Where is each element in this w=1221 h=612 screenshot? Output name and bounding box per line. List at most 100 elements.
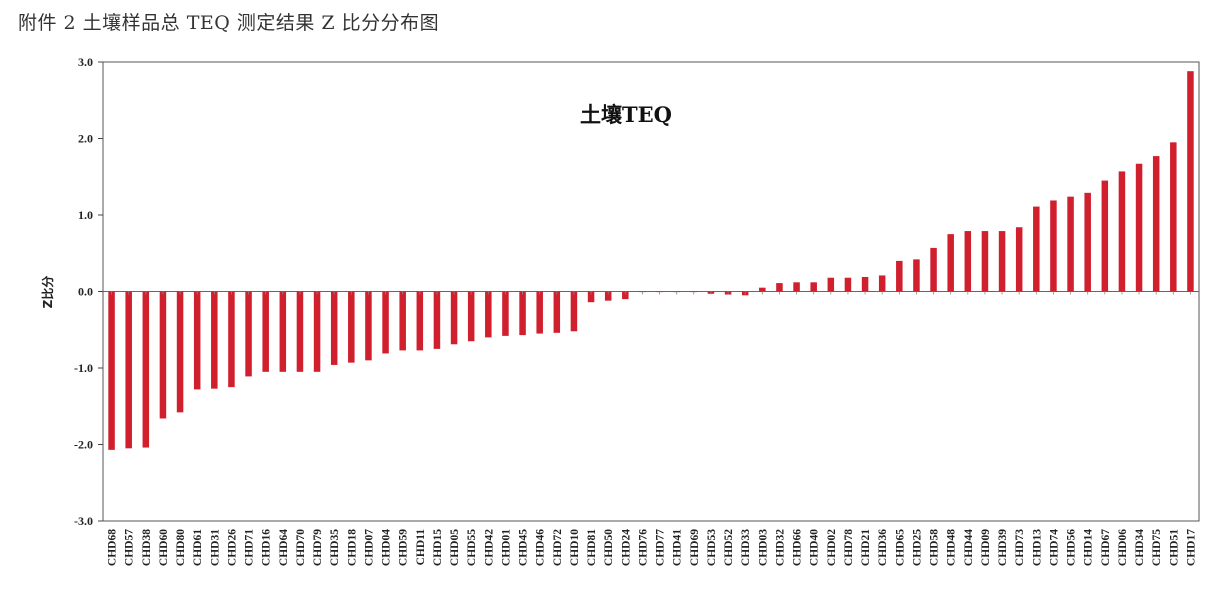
x-tick-label: CHD73: [1014, 529, 1026, 566]
bar-chd80: [176, 291, 184, 413]
x-tick-label: CHD36: [877, 529, 889, 566]
x-tick-label: CHD69: [689, 529, 701, 566]
x-tick-label: CHD35: [329, 529, 341, 566]
bar-chd13: [1033, 206, 1040, 292]
bar-chd15: [433, 291, 441, 349]
bar-chd58: [930, 247, 937, 292]
x-tick-label: CHD79: [312, 529, 324, 566]
x-tick-label: CHD50: [603, 529, 615, 566]
bar-chd50: [604, 291, 612, 301]
bar-chd25: [913, 259, 920, 292]
bar-chd16: [262, 291, 269, 372]
x-tick-label: CHD21: [860, 529, 872, 566]
x-tick-label: CHD56: [1066, 529, 1078, 566]
bar-chd10: [570, 291, 578, 332]
bar-chd71: [245, 291, 252, 377]
x-tick-label: CHD03: [757, 529, 769, 566]
bar-chd01: [502, 291, 509, 336]
bar-chd66: [793, 282, 800, 292]
x-tick-label: CHD18: [346, 529, 358, 566]
x-tick-label: CHD44: [963, 529, 975, 566]
x-tick-label: CHD80: [175, 529, 187, 566]
bar-chd64: [279, 291, 287, 372]
x-tick-label: CHD67: [1100, 529, 1112, 566]
x-tick-label: CHD34: [1134, 529, 1146, 566]
x-tick-label: CHD38: [141, 529, 153, 566]
bar-chd21: [861, 276, 869, 292]
x-tick-label: CHD16: [261, 529, 273, 566]
x-tick-label: CHD17: [1185, 529, 1197, 566]
bar-chd04: [382, 291, 389, 354]
y-axis-label: Z比分: [40, 276, 55, 309]
bar-chd06: [1118, 171, 1126, 292]
x-tick-label: CHD59: [398, 529, 410, 566]
x-tick-label: CHD68: [107, 529, 119, 566]
x-tick-label: CHD40: [809, 529, 821, 566]
x-tick-label: CHD32: [774, 529, 786, 566]
x-tick-label: CHD78: [843, 529, 855, 566]
x-tick-label: CHD71: [244, 529, 256, 566]
bar-chd67: [1101, 180, 1109, 292]
x-tick-label: CHD24: [620, 529, 632, 566]
y-tick-label: -3.0: [74, 514, 93, 528]
bar-chd78: [844, 277, 852, 292]
bar-chd36: [878, 275, 886, 292]
y-tick-label: 3.0: [78, 55, 93, 69]
bar-chd02: [827, 277, 835, 292]
x-tick-label: CHD15: [432, 529, 444, 566]
bar-chd74: [1050, 200, 1057, 292]
x-tick-label: CHD25: [911, 529, 923, 566]
bar-chd57: [125, 291, 132, 449]
x-tick-label: CHD02: [826, 529, 838, 566]
bar-chd44: [964, 231, 972, 292]
y-tick-label: 1.0: [78, 208, 93, 222]
x-tick-label: CHD01: [500, 529, 512, 566]
bar-chd68: [108, 291, 115, 450]
bar-chd32: [776, 283, 783, 292]
x-tick-label: CHD45: [518, 529, 530, 566]
x-tick-label: CHD52: [723, 529, 735, 566]
x-tick-label: CHD11: [415, 529, 427, 566]
x-tick-label: CHD42: [483, 529, 495, 566]
figure-caption: 附件 2 土壤样品总 TEQ 测定结果 Z 比分分布图: [18, 12, 440, 34]
bar-chd59: [399, 291, 406, 351]
x-tick-label: CHD07: [363, 529, 375, 566]
bar-chd03: [759, 287, 766, 292]
x-tick-label: CHD31: [209, 529, 221, 566]
x-tick-label: CHD51: [1168, 529, 1180, 566]
x-tick-label: CHD74: [1048, 529, 1060, 566]
bar-chd72: [553, 291, 561, 333]
bar-chd18: [348, 291, 355, 363]
x-tick-label: CHD26: [226, 529, 238, 566]
x-tick-label: CHD60: [158, 529, 170, 566]
bar-chd38: [142, 291, 150, 448]
bar-chd39: [998, 231, 1006, 292]
chart-title: 土壤TEQ: [580, 102, 672, 127]
bar-chd55: [467, 291, 475, 342]
bar-chd34: [1135, 163, 1143, 292]
bar-chd07: [365, 291, 372, 361]
bar-chd56: [1067, 196, 1074, 292]
x-tick-label: CHD48: [946, 529, 958, 566]
y-tick-label: 0.0: [78, 285, 93, 299]
x-tick-label: CHD77: [655, 529, 667, 566]
x-tick-label: CHD70: [295, 529, 307, 566]
x-tick-label: CHD14: [1083, 529, 1095, 566]
y-tick-label: -1.0: [74, 361, 93, 375]
bar-chd17: [1187, 71, 1194, 292]
bar-chd09: [981, 231, 989, 292]
bar-chd24: [622, 291, 629, 300]
bar-chd35: [330, 291, 338, 365]
x-tick-label: CHD61: [192, 529, 204, 566]
bar-chd42: [485, 291, 492, 338]
bar-chd61: [193, 291, 201, 390]
x-tick-label: CHD66: [792, 529, 804, 566]
x-tick-label: CHD58: [929, 529, 941, 566]
x-tick-label: CHD39: [997, 529, 1009, 566]
bar-chd65: [896, 260, 903, 292]
x-tick-label: CHD75: [1151, 529, 1163, 566]
x-tick-label: CHD09: [980, 529, 992, 566]
bar-chd11: [416, 291, 424, 351]
bar-chd81: [587, 291, 595, 303]
